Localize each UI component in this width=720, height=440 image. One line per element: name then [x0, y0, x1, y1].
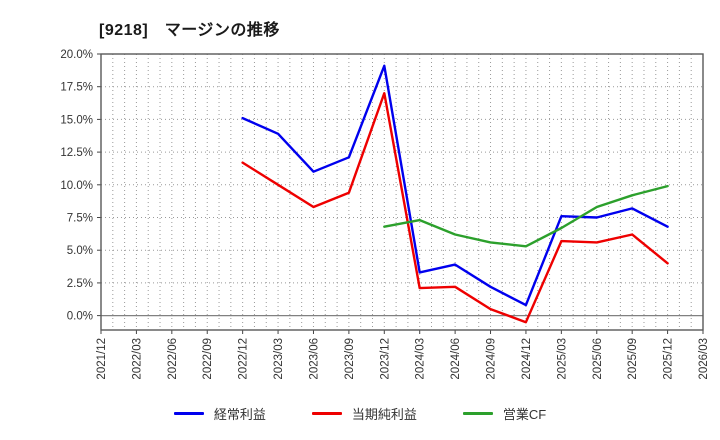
svg-text:2021/12: 2021/12 — [96, 338, 108, 380]
svg-text:2024/12: 2024/12 — [521, 338, 533, 380]
chart-title: [9218] マージンの推移 — [99, 22, 280, 39]
svg-text:5.0%: 5.0% — [67, 245, 93, 257]
svg-text:2025/06: 2025/06 — [592, 338, 604, 380]
series-line-2 — [383, 184, 669, 248]
svg-text:7.5%: 7.5% — [67, 213, 93, 225]
svg-text:2022/06: 2022/06 — [167, 338, 179, 380]
svg-text:2023/12: 2023/12 — [379, 338, 391, 380]
series-line-0 — [241, 64, 669, 307]
x-tick-labels: 2021/12 2022/03 2022/06 2022/09 2022/12 2023/… — [96, 338, 710, 380]
svg-text:15.0%: 15.0% — [60, 114, 93, 126]
legend: 経常利益 当期純利益 営業CF — [0, 404, 720, 423]
svg-text:2023/09: 2023/09 — [344, 338, 356, 380]
legend-item-ordinary-profit: 経常利益 — [173, 404, 266, 423]
legend-label: 当期純利益 — [351, 407, 417, 422]
svg-text:10.0%: 10.0% — [60, 180, 93, 192]
svg-text:17.5%: 17.5% — [60, 82, 93, 94]
svg-text:2022/03: 2022/03 — [131, 338, 143, 380]
plot-border — [100, 53, 704, 331]
svg-text:2024/03: 2024/03 — [415, 338, 427, 380]
svg-text:2024/09: 2024/09 — [486, 338, 498, 380]
svg-text:2025/09: 2025/09 — [627, 338, 639, 380]
legend-line-swatch-blue — [173, 412, 204, 415]
legend-line-swatch-green — [462, 412, 493, 415]
legend-label: 営業CF — [502, 407, 547, 422]
svg-text:0.0%: 0.0% — [67, 311, 93, 323]
y-tick-labels: 0.0% 2.5% 5.0% 7.5% 10.0% 12.5% 15.0% 17.5% 20.0… — [60, 49, 93, 323]
svg-text:2024/06: 2024/06 — [450, 338, 462, 380]
axis-ticks — [97, 53, 704, 334]
svg-text:20.0%: 20.0% — [60, 49, 93, 61]
svg-text:2025/03: 2025/03 — [556, 338, 568, 380]
series-line-1 — [241, 91, 669, 324]
svg-text:2023/03: 2023/03 — [273, 338, 285, 380]
legend-item-net-income: 当期純利益 — [311, 404, 417, 423]
svg-text:2023/06: 2023/06 — [308, 338, 320, 380]
legend-line-swatch-red — [311, 412, 342, 415]
svg-text:2022/09: 2022/09 — [202, 338, 214, 380]
svg-text:2026/03: 2026/03 — [698, 338, 710, 380]
svg-text:2.5%: 2.5% — [67, 278, 93, 290]
svg-text:2025/12: 2025/12 — [663, 338, 675, 380]
svg-text:12.5%: 12.5% — [60, 147, 93, 159]
svg-text:2022/12: 2022/12 — [238, 338, 250, 380]
legend-label: 経常利益 — [213, 407, 266, 422]
legend-item-operating-cf: 営業CF — [462, 404, 547, 423]
